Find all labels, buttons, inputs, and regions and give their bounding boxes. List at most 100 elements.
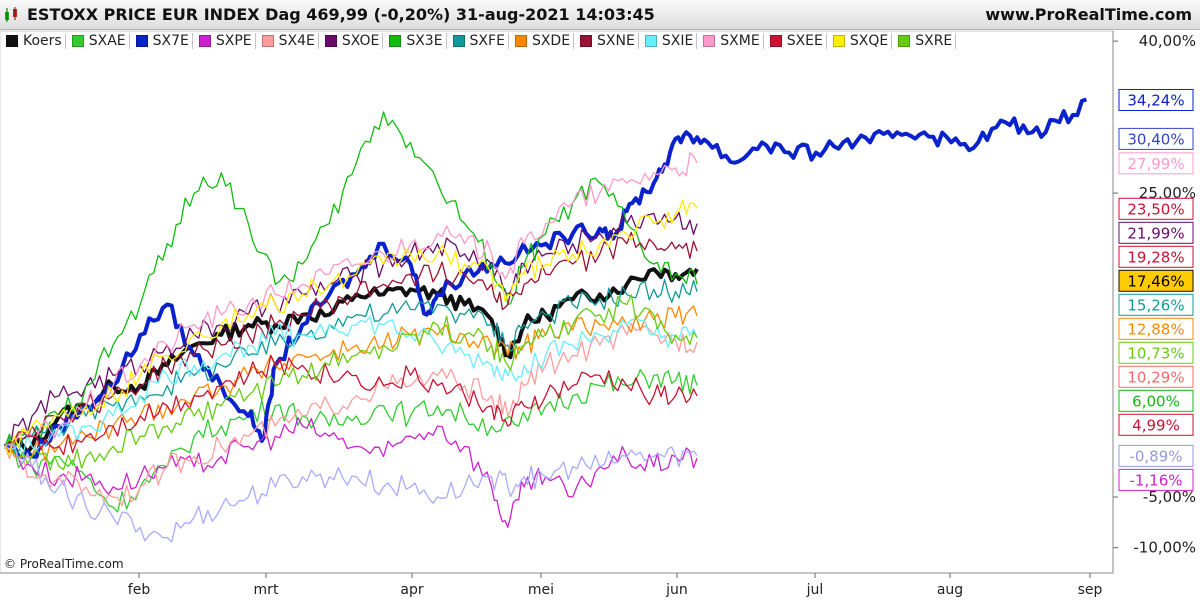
legend-item-sxpe[interactable]: SXPE bbox=[195, 31, 256, 51]
legend-item-sx7e[interactable]: SX7E bbox=[132, 31, 193, 51]
site-link[interactable]: www.ProRealTime.com bbox=[985, 5, 1192, 24]
legend-item-sx3e[interactable]: SX3E bbox=[385, 31, 447, 51]
y-tick-label: -10,00% bbox=[1133, 539, 1196, 557]
last-value-label: -0,89% bbox=[1118, 444, 1194, 467]
last-value-text: 17,46% bbox=[1127, 272, 1184, 290]
last-value-label: 4,99% bbox=[1118, 413, 1194, 436]
legend-separator bbox=[254, 33, 256, 49]
last-value-text: 12,88% bbox=[1127, 320, 1184, 338]
legend-swatch bbox=[6, 35, 18, 47]
last-value-text: 34,24% bbox=[1127, 91, 1184, 109]
legend-separator bbox=[696, 33, 698, 49]
legend-swatch bbox=[703, 35, 716, 47]
last-value-box bbox=[1118, 245, 1194, 268]
legend-item-sxee[interactable]: SXEE bbox=[766, 31, 827, 51]
legend-item-sxne[interactable]: SXNE bbox=[576, 31, 639, 51]
legend-item-sxfe[interactable]: SXFE bbox=[449, 31, 509, 51]
legend-separator bbox=[382, 33, 384, 49]
last-value-box bbox=[1118, 269, 1194, 292]
last-value-text: -0,89% bbox=[1129, 447, 1182, 465]
legend-item-sxme[interactable]: SXME bbox=[699, 31, 764, 51]
last-value-box bbox=[1118, 197, 1194, 220]
x-tick-label: mei bbox=[528, 582, 554, 598]
last-value-text: 15,26% bbox=[1127, 296, 1184, 314]
legend-swatch bbox=[769, 35, 782, 47]
legend-item-sxae[interactable]: SXAE bbox=[68, 31, 130, 51]
legend-item-sxoe[interactable]: SXOE bbox=[321, 31, 384, 51]
last-value-label: 6,00% bbox=[1118, 389, 1194, 412]
series-line-sxme bbox=[4, 152, 698, 451]
series-line-sxie bbox=[4, 316, 698, 457]
y-tick-label: 40,00% bbox=[1139, 32, 1196, 50]
last-value-label: 19,28% bbox=[1118, 245, 1194, 268]
x-tick-label: jun bbox=[665, 582, 688, 598]
legend-separator bbox=[317, 33, 319, 49]
watermark: © ProRealTime.com bbox=[4, 557, 124, 571]
legend-swatch bbox=[135, 35, 148, 47]
legend-swatch bbox=[389, 35, 402, 47]
last-value-label: 27,99% bbox=[1118, 152, 1194, 175]
last-value-text: 21,99% bbox=[1127, 224, 1184, 242]
legend-separator bbox=[191, 33, 193, 49]
legend-item-sxde[interactable]: SXDE bbox=[511, 31, 575, 51]
last-value-box bbox=[1118, 221, 1194, 244]
legend-item-sx4e[interactable]: SX4E bbox=[258, 31, 319, 51]
legend-label: SXPE bbox=[215, 33, 252, 49]
y-tick-label: -5,00% bbox=[1143, 488, 1196, 506]
last-value-label: 34,24% bbox=[1118, 88, 1194, 111]
title-bar: ESTOXX PRICE EUR INDEX Dag 469,99 (-0,20… bbox=[0, 0, 1200, 30]
legend-item-sxre[interactable]: SXRE bbox=[894, 31, 957, 51]
legend-label: SX7E bbox=[152, 33, 189, 49]
legend-label: SXME bbox=[720, 33, 760, 49]
last-value-label: 10,29% bbox=[1118, 365, 1194, 388]
legend-label: SXIE bbox=[661, 33, 694, 49]
last-value-box bbox=[1118, 365, 1194, 388]
legend-item-koers[interactable]: Koers bbox=[2, 31, 66, 51]
legend-label: SXOE bbox=[341, 33, 380, 49]
last-value-box bbox=[1118, 444, 1194, 467]
series-line-sxae bbox=[4, 368, 698, 513]
legend-swatch bbox=[71, 35, 84, 47]
series-line-index bbox=[4, 443, 698, 543]
legend-separator bbox=[507, 33, 509, 49]
legend-separator bbox=[825, 33, 827, 49]
legend-swatch bbox=[198, 35, 211, 47]
legend-separator bbox=[891, 33, 893, 49]
last-value-box bbox=[1118, 293, 1194, 316]
legend-separator bbox=[445, 33, 447, 49]
legend-label: SXEE bbox=[786, 33, 823, 49]
plot-area bbox=[0, 30, 1114, 574]
x-tick-label: apr bbox=[400, 582, 423, 598]
legend-swatch bbox=[898, 35, 911, 47]
legend-swatch bbox=[644, 35, 657, 47]
legend-separator bbox=[637, 33, 639, 49]
series-line-sxqe bbox=[4, 199, 698, 456]
series-line-sxoe bbox=[4, 211, 698, 453]
legend-item-sxie[interactable]: SXIE bbox=[641, 31, 698, 51]
x-tick-label: mrt bbox=[254, 582, 279, 598]
last-value-label: 12,88% bbox=[1118, 317, 1194, 340]
last-value-label: 21,99% bbox=[1118, 221, 1194, 244]
chart-title: ESTOXX PRICE EUR INDEX Dag 469,99 (-0,20… bbox=[27, 5, 655, 24]
last-value-box bbox=[1118, 127, 1194, 150]
last-value-text: 6,00% bbox=[1132, 392, 1180, 410]
series-line-sxfe bbox=[4, 278, 698, 453]
last-value-box bbox=[1118, 341, 1194, 364]
last-value-text: 27,99% bbox=[1127, 155, 1184, 173]
legend-label: SXFE bbox=[469, 33, 505, 49]
legend-swatch bbox=[832, 35, 845, 47]
legend-label: SX4E bbox=[278, 33, 315, 49]
series-line-sxre bbox=[4, 294, 698, 471]
last-value-box bbox=[1118, 468, 1194, 491]
last-value-box bbox=[1118, 88, 1194, 111]
legend-label: SX3E bbox=[406, 33, 443, 49]
last-value-text: 30,40% bbox=[1127, 130, 1184, 148]
last-value-label: 23,50% bbox=[1118, 197, 1194, 220]
legend-label: SXAE bbox=[88, 33, 126, 49]
legend-item-sxqe[interactable]: SXQE bbox=[829, 31, 893, 51]
series-line-sx3e bbox=[4, 111, 698, 454]
last-value-text: 23,50% bbox=[1127, 200, 1184, 218]
legend-separator bbox=[762, 33, 764, 49]
series-line-sxde bbox=[4, 305, 698, 463]
